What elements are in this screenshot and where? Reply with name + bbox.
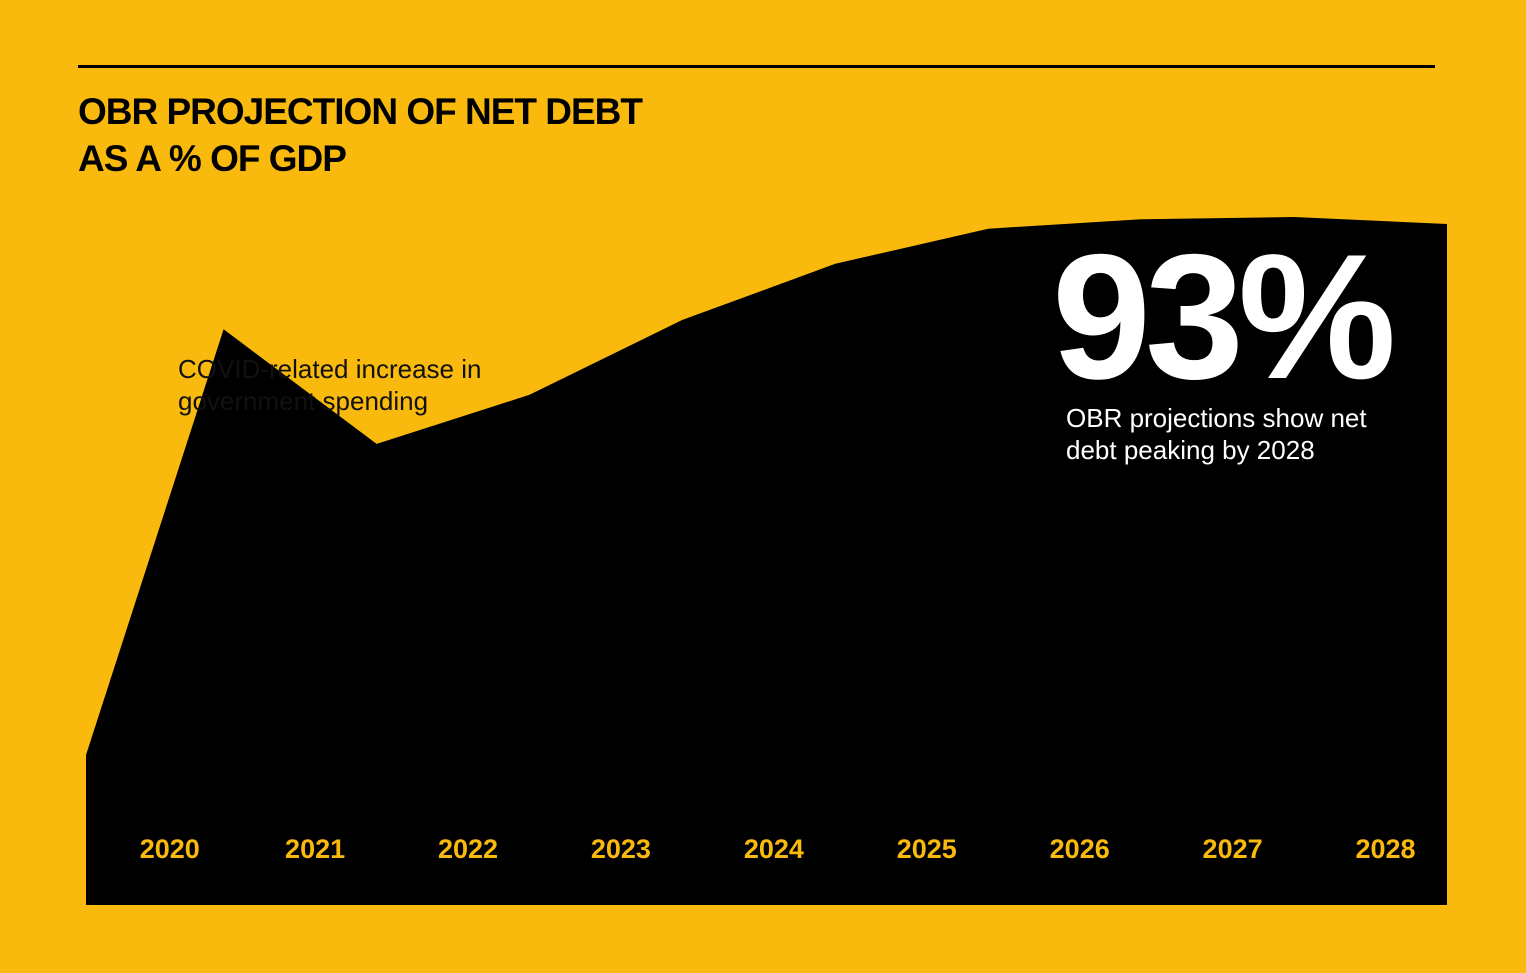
peak-callout-line-2: debt peaking by 2028 <box>1066 435 1315 465</box>
x-tick-label-2021: 2021 <box>285 834 345 864</box>
x-tick-label-2024: 2024 <box>744 834 804 864</box>
header-rule <box>78 65 1435 68</box>
x-tick-label-2020: 2020 <box>140 834 200 864</box>
peak-callout-line-1: OBR projections show net <box>1066 403 1367 433</box>
covid-annotation-line-2: government spending <box>178 386 429 416</box>
x-tick-label-2026: 2026 <box>1050 834 1110 864</box>
x-tick-label-2023: 2023 <box>591 834 651 864</box>
x-tick-label-2027: 2027 <box>1203 834 1263 864</box>
chart-title-line-2: AS A % OF GDP <box>78 138 347 179</box>
area-layer <box>86 217 1447 905</box>
x-tick-label-2028: 2028 <box>1355 834 1415 864</box>
peak-value: 93% <box>1052 217 1396 416</box>
net-debt-area <box>86 217 1447 905</box>
chart-title-line-1: OBR PROJECTION OF NET DEBT <box>78 91 643 132</box>
chart-title: OBR PROJECTION OF NET DEBT AS A % OF GDP <box>78 88 643 182</box>
x-axis-ticks: 2020 2021 2022 2023 2024 2025 2026 2027 2028 <box>140 834 1416 864</box>
peak-callout: OBR projections show net debt peaking by… <box>1066 402 1367 466</box>
covid-annotation-line-1: COVID-related increase in <box>178 354 482 384</box>
x-tick-label-2025: 2025 <box>897 834 957 864</box>
covid-annotation: COVID-related increase in government spe… <box>178 353 481 417</box>
x-tick-label-2022: 2022 <box>438 834 498 864</box>
